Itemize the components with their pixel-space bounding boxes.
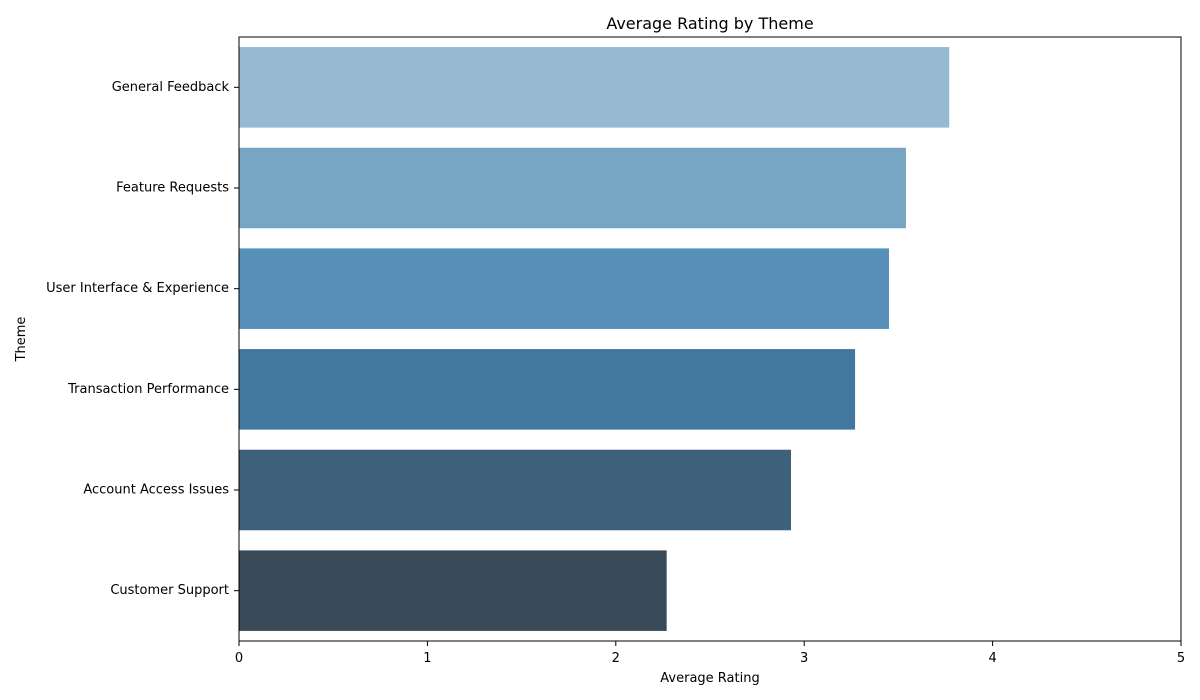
x-tick-label: 4: [988, 651, 996, 666]
bar-2: [239, 248, 889, 329]
chart-title: Average Rating by Theme: [606, 14, 813, 33]
bars-layer: [239, 47, 950, 631]
y-tick-label: Feature Requests: [116, 181, 229, 196]
x-axis-ticks: 0 1 2 3 4 5: [235, 641, 1185, 666]
y-tick-label: Transaction Performance: [67, 382, 229, 397]
x-axis-title: Average Rating: [660, 671, 759, 686]
y-axis-ticks: General Feedback Feature Requests User Int…: [46, 80, 239, 598]
x-tick-label: 1: [423, 651, 431, 666]
x-tick-label: 0: [235, 651, 243, 666]
x-tick-label: 3: [800, 651, 808, 666]
axes-layer: [238, 36, 1182, 642]
bar-3: [239, 349, 856, 430]
bar-5: [239, 550, 667, 631]
y-tick-label: Customer Support: [110, 583, 229, 598]
plot-frame: [238, 36, 1182, 642]
y-tick-label: General Feedback: [112, 80, 230, 95]
bar-4: [239, 449, 792, 531]
y-axis-title: Theme: [14, 317, 29, 363]
x-tick-label: 2: [612, 651, 620, 666]
x-tick-label: 5: [1177, 651, 1185, 666]
bar-1: [239, 147, 906, 229]
bar-0: [239, 47, 950, 128]
y-tick-label: User Interface & Experience: [46, 281, 229, 296]
y-tick-label: Account Access Issues: [83, 483, 229, 498]
